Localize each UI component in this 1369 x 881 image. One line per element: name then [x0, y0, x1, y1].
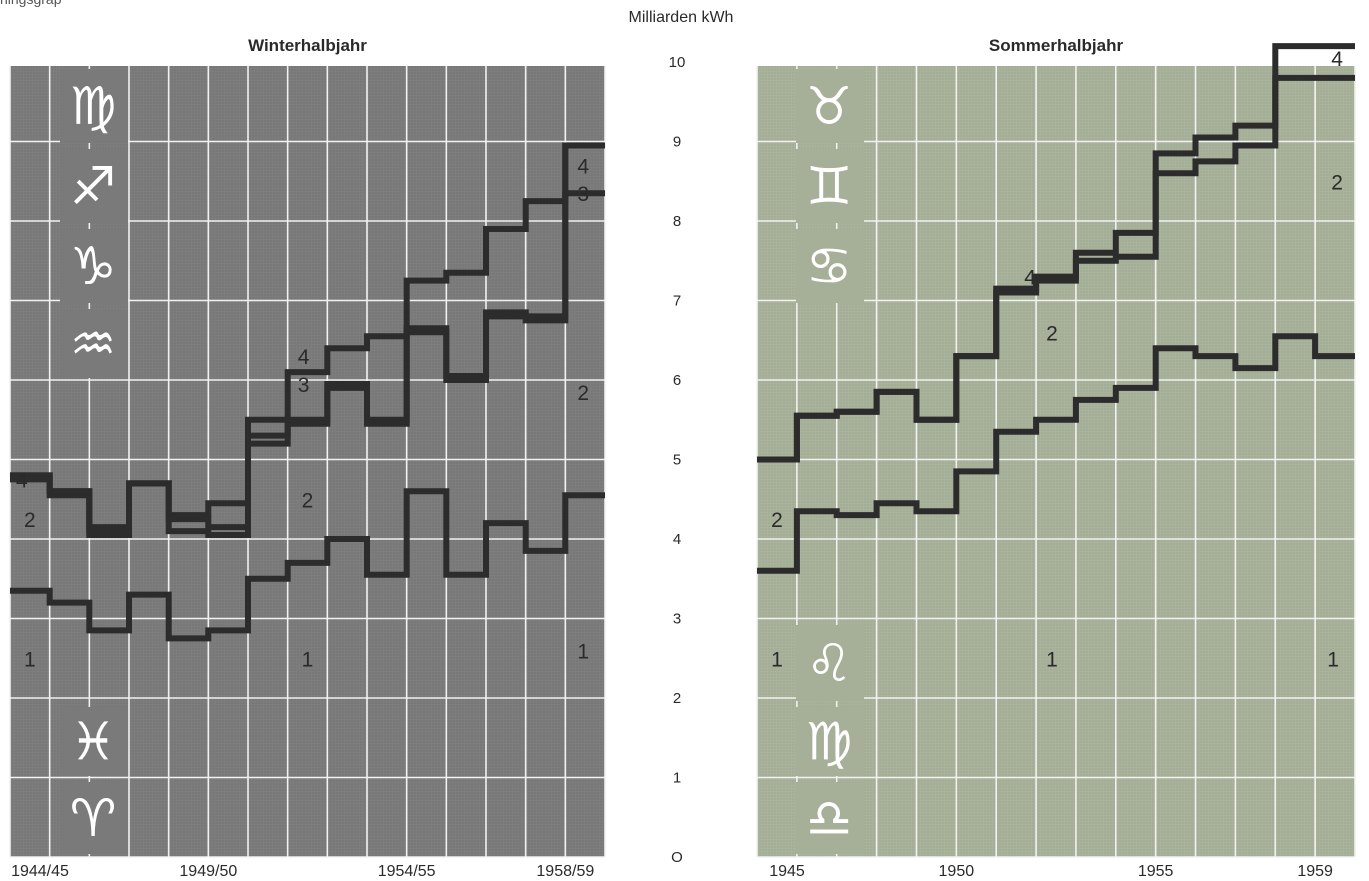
summer-series-label: 4: [1331, 48, 1343, 71]
y-tick-label: 7: [673, 293, 681, 310]
y-tick-label: 6: [673, 372, 681, 389]
winter-zodiac-symbol-4: ♒: [70, 315, 117, 375]
y-tick-label: O: [671, 849, 683, 866]
winter-series-label: 4: [298, 346, 310, 369]
winter-series-label: 2: [577, 382, 589, 405]
summer-series-1-line: [757, 333, 1355, 574]
winter-series-label: 2: [24, 509, 36, 532]
summer-symbol-cell: [796, 625, 864, 701]
winter-zodiac-symbol-6: ♈: [70, 789, 117, 849]
winter-x-tick-label: 1954/55: [378, 863, 436, 880]
winter-series-label: 2: [302, 489, 314, 512]
winter-series-label: 3: [298, 374, 310, 397]
winter-symbol-cell: [60, 782, 128, 854]
winter-symbol-cell: [60, 229, 128, 303]
summer-x-tick-label: 1955: [1138, 863, 1174, 880]
winter-series-label: 3: [577, 183, 589, 206]
winter-series-1-line: [10, 488, 605, 642]
summer-x-tick-label: 1945: [769, 863, 805, 880]
winter-series-4-line: [10, 142, 605, 531]
y-tick-label: 2: [673, 690, 681, 707]
summer-panel-title: Sommerhalbjahr: [989, 36, 1124, 55]
summer-series-label: 4: [1024, 267, 1036, 290]
winter-zodiac-symbol-5: ♓: [70, 713, 117, 773]
summer-series-4-line: [757, 43, 1355, 463]
summer-zodiac-symbol-4: ♌: [806, 634, 853, 694]
summer-zodiac-symbol-2: ♊: [806, 157, 853, 217]
winter-series-label: 4: [16, 469, 28, 492]
winter-panel-title: Winterhalbjahr: [248, 36, 367, 55]
y-tick-label: 4: [673, 531, 681, 548]
summer-series-label: 2: [771, 509, 783, 532]
winter-x-tick-label: 1944/45: [11, 863, 69, 880]
winter-zodiac-symbol-1: ♍: [70, 77, 117, 137]
winter-series-3-line: [10, 190, 605, 535]
summer-symbol-cell: [796, 707, 864, 776]
corner-text-fragment: ningsgrap: [0, 0, 62, 7]
winter-zodiac-symbol-2: ♐: [70, 157, 117, 217]
summer-series-label: 2: [1046, 322, 1058, 345]
y-tick-label: 8: [673, 213, 681, 230]
winter-series-label: 1: [302, 648, 314, 671]
summer-zodiac-symbol-5: ♍: [806, 713, 853, 773]
winter-series-label: 4: [577, 155, 589, 178]
summer-series-label: 1: [1046, 648, 1058, 671]
summer-x-tick-label: 1950: [939, 863, 975, 880]
winter-series-2-line: [10, 142, 605, 538]
y-axis-label: Milliarden kWh: [629, 9, 734, 26]
y-tick-label: 5: [673, 452, 681, 469]
winter-series-label: 1: [577, 640, 589, 663]
y-tick-label: 9: [673, 134, 681, 151]
summer-zodiac-symbol-1: ♉: [806, 77, 853, 137]
winter-symbol-cell: [60, 69, 128, 143]
winter-symbol-cell: [60, 309, 128, 378]
summer-series-label: 2: [1331, 171, 1343, 194]
summer-symbol-cell: [796, 69, 864, 143]
summer-series-label: 1: [771, 648, 783, 671]
winter-x-tick-label: 1958/59: [536, 863, 594, 880]
summer-symbol-cell: [796, 229, 864, 303]
summer-series-label: 1: [1327, 648, 1339, 671]
winter-symbol-cell: [60, 149, 128, 223]
winter-x-tick-label: 1949/50: [179, 863, 237, 880]
winter-series-label: 1: [24, 648, 36, 671]
summer-zodiac-symbol-3: ♋: [806, 237, 853, 297]
winter-symbol-cell: [60, 707, 128, 776]
summer-symbol-cell: [796, 782, 864, 854]
winter-zodiac-symbol-3: ♑: [70, 237, 117, 297]
summer-symbol-cell: [796, 149, 864, 223]
summer-zodiac-symbol-6: ♎: [806, 789, 853, 849]
y-tick-label: 1: [673, 770, 681, 787]
summer-x-tick-label: 1959: [1297, 863, 1333, 880]
y-tick-label: 3: [673, 611, 681, 628]
y-tick-label: 10: [669, 54, 686, 71]
